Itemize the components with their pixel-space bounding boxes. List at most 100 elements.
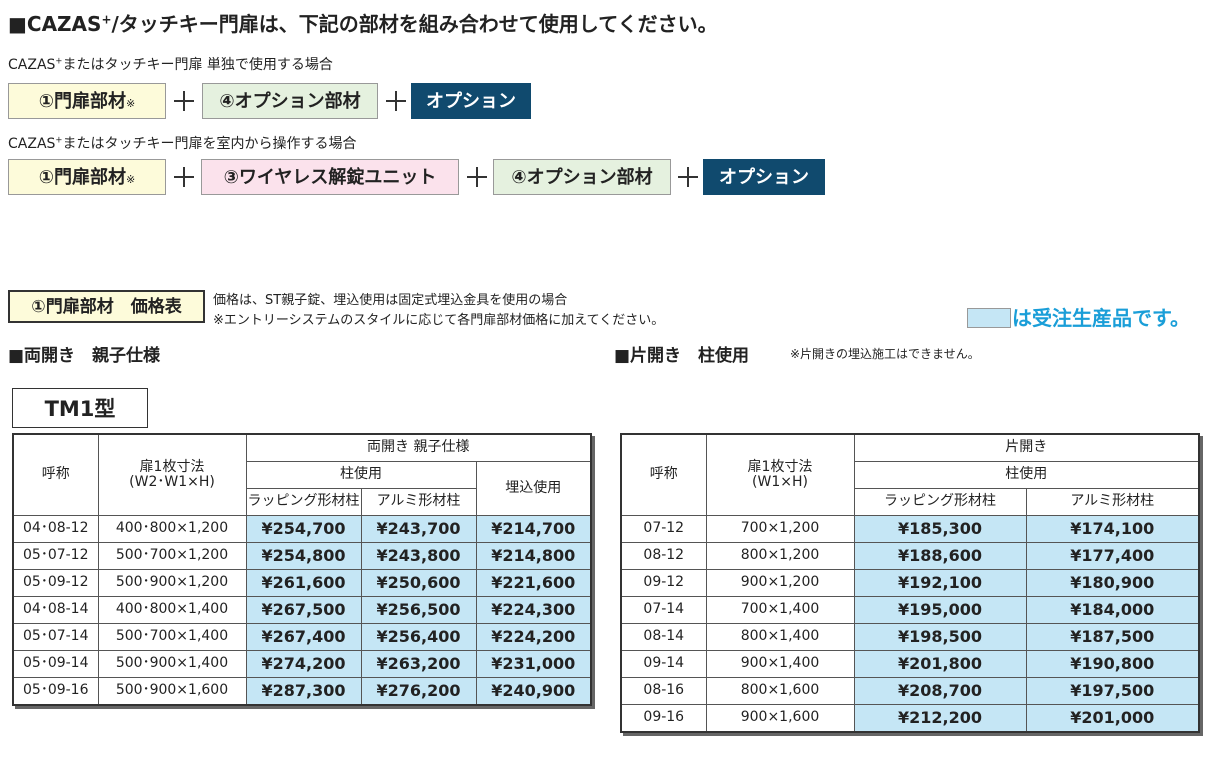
header-cell: 両開き 親子仕様 — [245, 433, 592, 462]
price-cell: ¥212,200 — [853, 703, 1027, 732]
plus — [174, 167, 194, 187]
price-cell: ¥250,600 — [360, 568, 477, 597]
note: 価格は、ST親子錠、埋込使用は固定式埋込金具を使用の場合 — [213, 293, 568, 308]
price-cell: ¥243,700 — [360, 514, 477, 543]
option-box: オプション — [703, 159, 825, 195]
part-box: ①門扉部材※ — [8, 159, 166, 195]
price-cell: ¥276,200 — [360, 676, 477, 705]
header-text: 扉1枚寸法 — [747, 458, 813, 475]
heading: ■片開き 柱使用 — [614, 346, 750, 366]
header-cell: 扉1枚寸法 (W2･W1×H) — [97, 433, 247, 516]
spec-cell: 700×1,400 — [705, 595, 855, 624]
header-cell: アルミ形材柱 — [360, 487, 477, 516]
spec-cell: 05･09-14 — [12, 649, 99, 678]
note: ※片開きの埋込施工はできません。 — [790, 347, 980, 361]
price-cell: ¥197,500 — [1025, 676, 1200, 705]
spec-cell: 09-14 — [620, 649, 707, 678]
table-row: 08-14 800×1,400 ¥198,500 ¥187,500 — [620, 622, 1200, 651]
header-cell: 柱使用 — [245, 460, 477, 489]
spec-cell: 08-16 — [620, 676, 707, 705]
spec-cell: 500･900×1,600 — [97, 676, 247, 705]
table-row: 05･09-16 500･900×1,600 ¥287,300 ¥276,200 ¥24… — [12, 676, 592, 705]
price-cell: ¥188,600 — [853, 541, 1027, 570]
price-cell: ¥256,500 — [360, 595, 477, 624]
section-label: ①門扉部材 価格表 — [8, 290, 205, 323]
note: ※エントリーシステムのスタイルに応じて各門扉部材価格に加えてください。 — [213, 313, 665, 328]
price-cell: ¥214,800 — [475, 541, 592, 570]
spec-cell: 900×1,200 — [705, 568, 855, 597]
price-table: 呼称 扉1枚寸法 (W2･W1×H) 両開き 親子仕様 柱使用 埋込使用 ラッピング形材… — [12, 433, 593, 706]
header-text: 扉1枚寸法 — [139, 458, 205, 475]
spec-cell: 400･800×1,400 — [97, 595, 247, 624]
case-label: CAZAS+またはタッチキー門扉を室内から操作する場合 — [8, 133, 356, 153]
price-cell: ¥174,100 — [1025, 514, 1200, 543]
price-cell: ¥195,000 — [853, 595, 1027, 624]
title-text: /タッチキー門扉は、下記の部材を組み合わせて使用してください。 — [111, 12, 718, 36]
price-cell: ¥201,800 — [853, 649, 1027, 678]
label-sup: + — [55, 134, 63, 145]
table-row: 09-16 900×1,600 ¥212,200 ¥201,000 — [620, 703, 1200, 732]
table-row: 07-12 700×1,200 ¥185,300 ¥174,100 — [620, 514, 1200, 543]
table-row: 09-14 900×1,400 ¥201,800 ¥190,800 — [620, 649, 1200, 678]
price-cell: ¥261,600 — [245, 568, 362, 597]
header-cell: 柱使用 — [853, 460, 1200, 489]
option-box: オプション — [411, 83, 531, 119]
price-cell: ¥267,500 — [245, 595, 362, 624]
table-row: 05･09-14 500･900×1,400 ¥274,200 ¥263,200 ¥23… — [12, 649, 592, 678]
spec-cell: 800×1,600 — [705, 676, 855, 705]
table-row: 05･09-12 500･900×1,200 ¥261,600 ¥250,600 ¥22… — [12, 568, 592, 597]
spec-cell: 05･09-16 — [12, 676, 99, 705]
part-box: ③ワイヤレス解錠ユニット — [201, 159, 459, 195]
spec-cell: 500･900×1,400 — [97, 649, 247, 678]
spec-cell: 09-16 — [620, 703, 707, 732]
table-row: 04･08-14 400･800×1,400 ¥267,500 ¥256,500 ¥22… — [12, 595, 592, 624]
table-row: 05･07-12 500･700×1,200 ¥254,800 ¥243,800 ¥21… — [12, 541, 592, 570]
plus — [386, 91, 406, 111]
price-table: 呼称 扉1枚寸法 (W1×H) 片開き 柱使用 ラッピング形材柱 アルミ形材柱 07-1… — [620, 433, 1200, 733]
price-cell: ¥208,700 — [853, 676, 1027, 705]
spec-cell: 05･07-14 — [12, 622, 99, 651]
price-cell: ¥267,400 — [245, 622, 362, 651]
price-cell: ¥263,200 — [360, 649, 477, 678]
part-box: ④オプション部材 — [493, 159, 671, 195]
spec-cell: 07-14 — [620, 595, 707, 624]
price-cell: ¥192,100 — [853, 568, 1027, 597]
header-cell: ラッピング形材柱 — [853, 487, 1027, 516]
spec-cell: 500･700×1,200 — [97, 541, 247, 570]
header-cell: 片開き — [853, 433, 1200, 462]
price-cell: ¥177,400 — [1025, 541, 1200, 570]
table-row: 07-14 700×1,400 ¥195,000 ¥184,000 — [620, 595, 1200, 624]
header-cell: 呼称 — [620, 433, 707, 516]
spec-cell: 500･700×1,400 — [97, 622, 247, 651]
spec-cell: 05･07-12 — [12, 541, 99, 570]
spec-cell: 700×1,200 — [705, 514, 855, 543]
table-row: 04･08-12 400･800×1,200 ¥254,700 ¥243,700 ¥21… — [12, 514, 592, 543]
title-sup: + — [101, 12, 112, 27]
price-cell: ¥187,500 — [1025, 622, 1200, 651]
price-cell: ¥214,700 — [475, 514, 592, 543]
price-cell: ¥287,300 — [245, 676, 362, 705]
header-cell: 扉1枚寸法 (W1×H) — [705, 433, 855, 516]
price-cell: ¥240,900 — [475, 676, 592, 705]
spec-cell: 900×1,600 — [705, 703, 855, 732]
label-text: CAZAS — [8, 136, 56, 152]
part-text: ①門扉部材 — [38, 167, 127, 188]
title-text: ■CAZAS — [8, 12, 102, 36]
price-cell: ¥198,500 — [853, 622, 1027, 651]
price-cell: ¥221,600 — [475, 568, 592, 597]
model-label: TM1型 — [12, 388, 148, 428]
header-text: (W1×H) — [752, 473, 808, 490]
spec-cell: 05･09-12 — [12, 568, 99, 597]
spec-cell: 400･800×1,200 — [97, 514, 247, 543]
table-row: 08-12 800×1,200 ¥188,600 ¥177,400 — [620, 541, 1200, 570]
header-cell: 呼称 — [12, 433, 99, 516]
header-cell: アルミ形材柱 — [1025, 487, 1200, 516]
price-cell: ¥274,200 — [245, 649, 362, 678]
part-text: ①門扉部材 — [38, 91, 127, 112]
label-text: またはタッチキー門扉 単独で使用する場合 — [62, 57, 333, 73]
spec-cell: 09-12 — [620, 568, 707, 597]
price-cell: ¥224,300 — [475, 595, 592, 624]
spec-cell: 08-14 — [620, 622, 707, 651]
header-cell: ラッピング形材柱 — [245, 487, 362, 516]
